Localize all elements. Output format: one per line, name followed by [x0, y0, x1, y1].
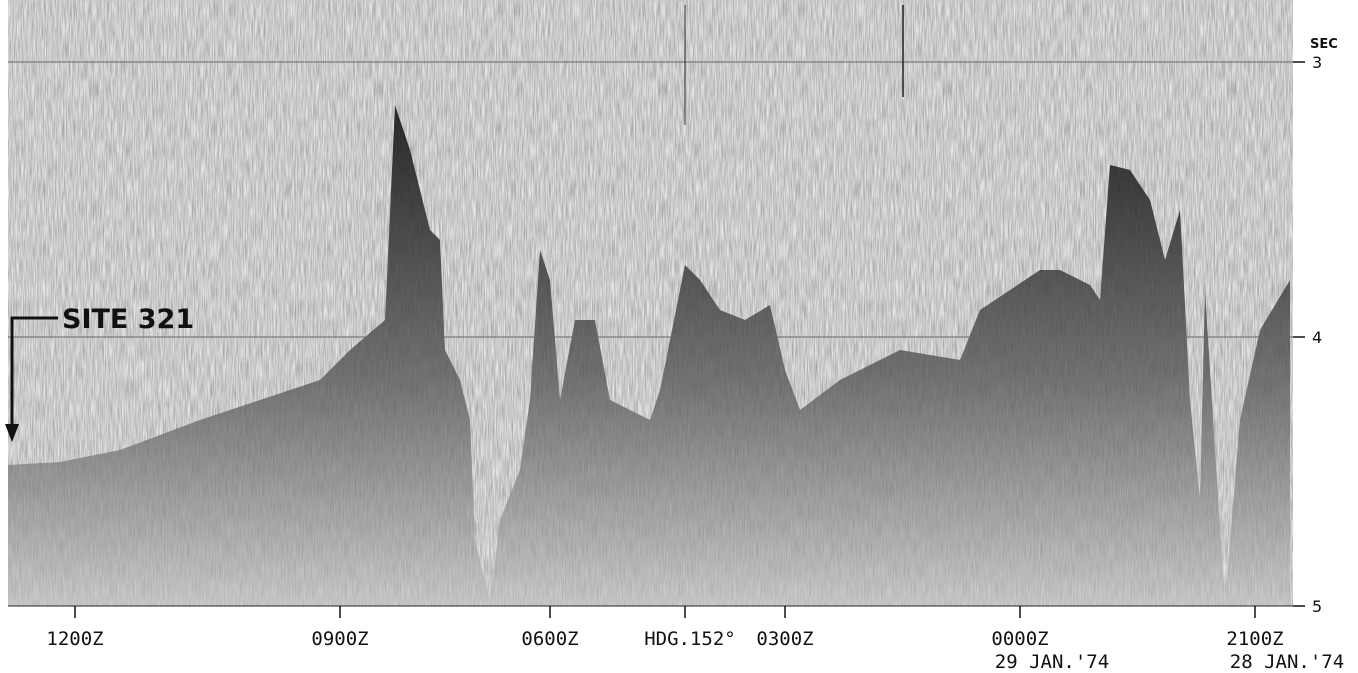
depth-label: 3 — [1312, 53, 1322, 72]
time-label: 1200Z — [46, 628, 103, 650]
unit-label: SEC — [1310, 37, 1338, 52]
site-label: SITE 321 — [62, 304, 194, 335]
time-label: 0000Z — [991, 628, 1048, 650]
time-ticks — [74, 61, 1305, 618]
time-label: 0900Z — [311, 628, 368, 650]
site-marker: SITE 321 — [5, 304, 194, 442]
time-label: 0300Z — [756, 628, 813, 650]
depth-label: 5 — [1312, 597, 1322, 616]
time-label: 0600Z — [521, 628, 578, 650]
date-label: 28 JAN.'74 — [1230, 651, 1344, 673]
record-grain — [8, 0, 1293, 606]
time-label: 2100Z — [1226, 628, 1283, 650]
profile — [8, 0, 1293, 607]
depth-label: 4 — [1312, 328, 1322, 347]
date-label: 29 JAN.'74 — [995, 651, 1109, 673]
heading-label: HDG.152° — [644, 628, 736, 650]
